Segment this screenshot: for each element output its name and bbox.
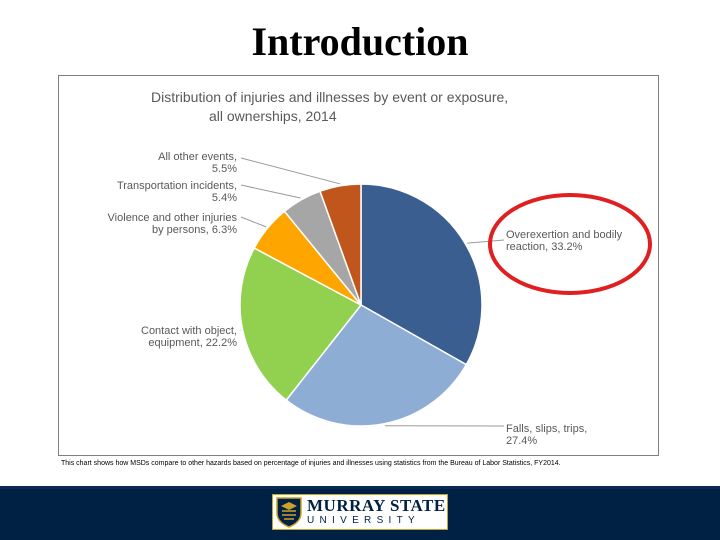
pie-slice [239, 247, 363, 402]
pie-slice [319, 183, 362, 306]
slice-label: Overexertion and bodily [506, 229, 623, 241]
pie-slice [285, 304, 468, 427]
leader-lines [240, 157, 505, 427]
pie-slice [360, 183, 483, 366]
slice-label: Violence and other injuries [108, 212, 238, 224]
slice-label: All other events, [158, 151, 237, 163]
chart-title-line: all ownerships, 2014 [209, 108, 337, 124]
slice-label: equipment, 22.2% [148, 337, 237, 349]
logo-subtext: UNIVERSITY [307, 515, 421, 526]
slice-label: Contact with object, [141, 325, 237, 337]
university-logo: MURRAY STATE UNIVERSITY [272, 494, 448, 530]
slice-label: reaction, 33.2% [506, 241, 583, 253]
shield-icon [276, 497, 302, 528]
highlight-circle [488, 193, 652, 295]
leader-line [467, 239, 505, 244]
slice-label: by persons, 6.3% [152, 224, 237, 236]
chart-title-line: Distribution of injuries and illnesses b… [151, 89, 508, 105]
slice-label: Falls, slips, trips, [506, 423, 587, 435]
pie-chart: Distribution of injuries and illnesses b… [108, 89, 652, 447]
leader-line [240, 216, 267, 228]
chart-caption: This chart shows how MSDs compare to oth… [61, 460, 561, 467]
pie-slices [239, 183, 483, 427]
chart-frame: Distribution of injuries and illnesses b… [58, 75, 659, 456]
slice-label: 27.4% [506, 435, 537, 447]
slice-label: 5.4% [212, 192, 237, 204]
leader-line [240, 184, 301, 199]
leader-line [240, 157, 341, 185]
chart-title: Distribution of injuries and illnesses b… [151, 89, 508, 124]
slide-title: Introduction [251, 19, 469, 64]
slice-label: 5.5% [212, 163, 237, 175]
slice-label: Transportation incidents, [117, 180, 237, 192]
logo-wordmark: MURRAY STATE [307, 496, 446, 515]
